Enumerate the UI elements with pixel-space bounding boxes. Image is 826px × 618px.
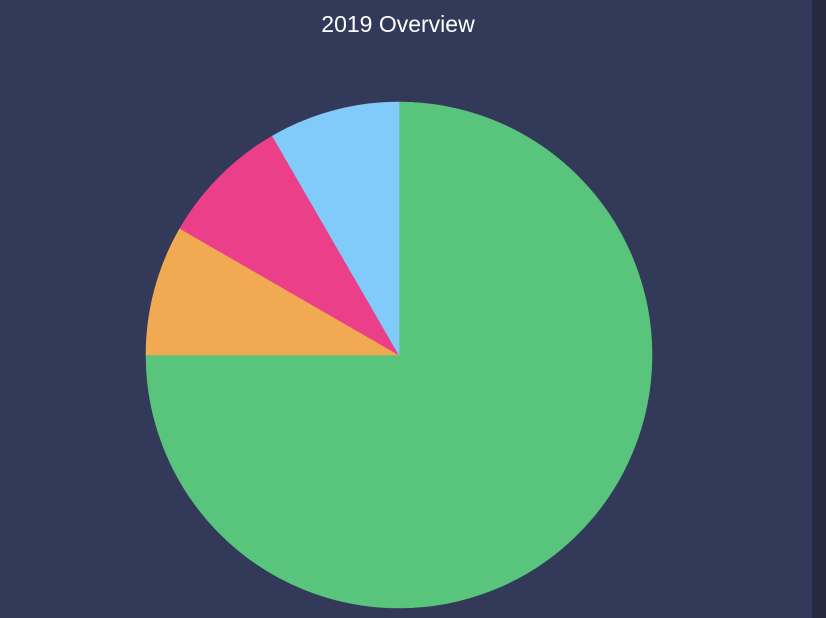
- pie-slice-3[interactable]: [179, 135, 400, 356]
- chart-title: 2019 Overview: [321, 11, 475, 37]
- pie-slice-4[interactable]: [272, 101, 400, 357]
- window-edge: [812, 0, 826, 618]
- pie-slice-2[interactable]: [145, 228, 401, 356]
